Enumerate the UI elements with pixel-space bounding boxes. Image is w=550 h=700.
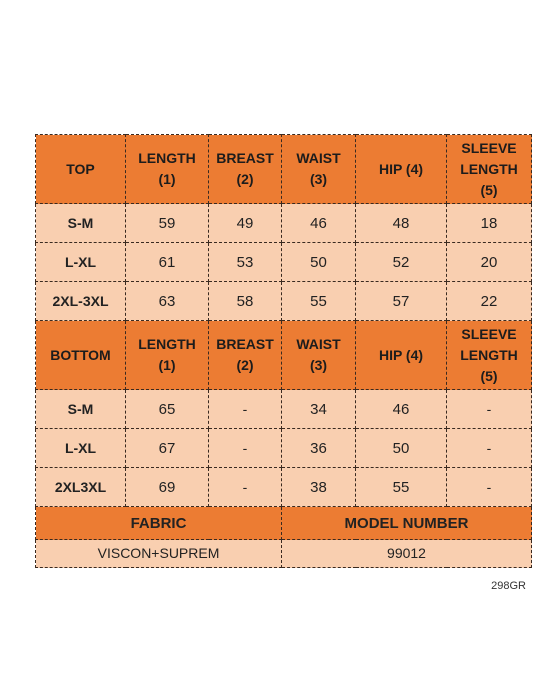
hip-value: 55 bbox=[355, 467, 447, 507]
size-label: 2XL-3XL bbox=[35, 281, 126, 321]
hip-value: 52 bbox=[355, 242, 447, 282]
breast-value: 49 bbox=[208, 203, 282, 243]
top-section-title: TOP bbox=[35, 134, 126, 204]
sleeve-value: 22 bbox=[446, 281, 532, 321]
product-code: 298GR bbox=[491, 580, 526, 592]
top-hip-header: HIP (4) bbox=[355, 134, 447, 204]
bottom-hip-header: HIP (4) bbox=[355, 320, 447, 390]
top-sleeve-header: SLEEVE LENGTH (5) bbox=[446, 134, 532, 204]
fabric-value: VISCON+SUPREM bbox=[35, 539, 282, 568]
waist-value: 34 bbox=[281, 389, 356, 429]
top-waist-header: WAIST (3) bbox=[281, 134, 356, 204]
sleeve-value: - bbox=[446, 428, 532, 468]
length-value: 65 bbox=[125, 389, 209, 429]
breast-value: - bbox=[208, 467, 282, 507]
bottom-length-header: LENGTH (1) bbox=[125, 320, 209, 390]
bottom-row-2xl-3xl: 2XL3XL 69 - 38 55 - bbox=[35, 467, 532, 507]
bottom-row-l-xl: L-XL 67 - 36 50 - bbox=[35, 428, 532, 468]
breast-value: 53 bbox=[208, 242, 282, 282]
waist-value: 46 bbox=[281, 203, 356, 243]
waist-value: 36 bbox=[281, 428, 356, 468]
top-row-s-m: S-M 59 49 46 48 18 bbox=[35, 203, 532, 243]
bottom-breast-header: BREAST (2) bbox=[208, 320, 282, 390]
hip-value: 48 bbox=[355, 203, 447, 243]
size-label: L-XL bbox=[35, 428, 126, 468]
bottom-section-title: BOTTOM bbox=[35, 320, 126, 390]
fabric-label: FABRIC bbox=[35, 506, 282, 540]
size-label: L-XL bbox=[35, 242, 126, 282]
waist-value: 38 bbox=[281, 467, 356, 507]
top-length-header: LENGTH (1) bbox=[125, 134, 209, 204]
length-value: 61 bbox=[125, 242, 209, 282]
waist-value: 55 bbox=[281, 281, 356, 321]
breast-value: 58 bbox=[208, 281, 282, 321]
length-value: 69 bbox=[125, 467, 209, 507]
size-label: S-M bbox=[35, 203, 126, 243]
length-value: 67 bbox=[125, 428, 209, 468]
length-value: 59 bbox=[125, 203, 209, 243]
breast-value: - bbox=[208, 389, 282, 429]
bottom-header-row: BOTTOM LENGTH (1) BREAST (2) WAIST (3) HIP … bbox=[35, 320, 532, 390]
waist-value: 50 bbox=[281, 242, 356, 282]
size-chart-table: TOP LENGTH (1) BREAST (2) WAIST (3) HIP (4)… bbox=[35, 134, 532, 568]
top-row-2xl-3xl: 2XL-3XL 63 58 55 57 22 bbox=[35, 281, 532, 321]
size-label: S-M bbox=[35, 389, 126, 429]
footer-value-row: VISCON+SUPREM 99012 bbox=[35, 539, 532, 568]
sleeve-value: 18 bbox=[446, 203, 532, 243]
hip-value: 46 bbox=[355, 389, 447, 429]
top-header-row: TOP LENGTH (1) BREAST (2) WAIST (3) HIP (4)… bbox=[35, 134, 532, 204]
breast-value: - bbox=[208, 428, 282, 468]
footer-header-row: FABRIC MODEL NUMBER bbox=[35, 506, 532, 540]
top-row-l-xl: L-XL 61 53 50 52 20 bbox=[35, 242, 532, 282]
sleeve-value: 20 bbox=[446, 242, 532, 282]
length-value: 63 bbox=[125, 281, 209, 321]
model-number-value: 99012 bbox=[281, 539, 532, 568]
model-number-label: MODEL NUMBER bbox=[281, 506, 532, 540]
sleeve-value: - bbox=[446, 389, 532, 429]
top-breast-header: BREAST (2) bbox=[208, 134, 282, 204]
size-label: 2XL3XL bbox=[35, 467, 126, 507]
bottom-row-s-m: S-M 65 - 34 46 - bbox=[35, 389, 532, 429]
sleeve-value: - bbox=[446, 467, 532, 507]
hip-value: 50 bbox=[355, 428, 447, 468]
hip-value: 57 bbox=[355, 281, 447, 321]
bottom-waist-header: WAIST (3) bbox=[281, 320, 356, 390]
bottom-sleeve-header: SLEEVE LENGTH (5) bbox=[446, 320, 532, 390]
